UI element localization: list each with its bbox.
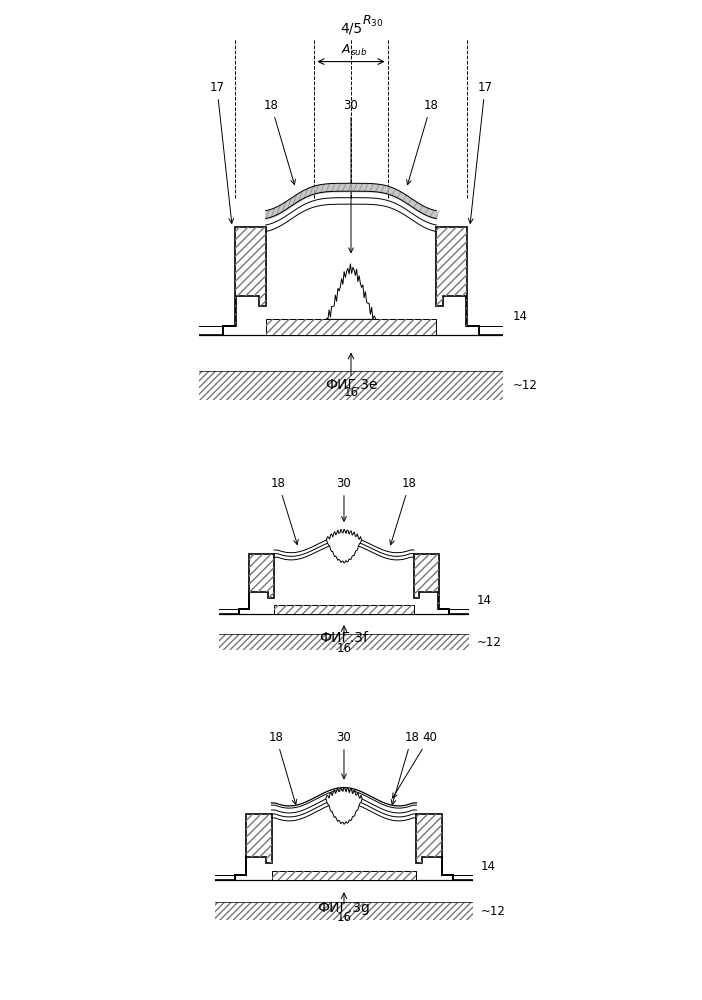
Bar [274,605,414,614]
Text: 17: 17 [468,81,493,223]
Bar [199,371,503,400]
Text: ФИГ.3f: ФИГ.3f [319,631,369,645]
Text: 30: 30 [336,477,352,521]
Bar [272,871,416,880]
Text: $R_{30}$: $R_{30}$ [362,14,383,29]
Polygon shape [436,227,479,335]
Polygon shape [416,814,453,880]
Text: 16: 16 [336,642,352,655]
Text: 30: 30 [336,731,352,779]
Text: ~12: ~12 [481,905,506,918]
Text: 30: 30 [343,99,359,253]
Text: $A_{sub}$: $A_{sub}$ [341,43,368,58]
Text: 18: 18 [391,731,419,805]
Bar [215,902,473,920]
Bar [266,319,436,335]
Text: 18: 18 [406,99,438,185]
Polygon shape [414,554,449,614]
Text: 16: 16 [343,386,359,399]
Text: ~12: ~12 [512,379,537,392]
Polygon shape [239,554,274,614]
Text: 18: 18 [390,477,417,545]
Text: ФИГ.3e: ФИГ.3e [325,378,377,392]
Text: 14: 14 [481,860,496,873]
Polygon shape [326,529,362,563]
Text: 14: 14 [477,594,491,607]
Bar [266,319,436,335]
Polygon shape [235,814,272,880]
Polygon shape [326,264,376,319]
Bar [274,605,414,614]
Text: 18: 18 [271,477,298,545]
Text: 18: 18 [264,99,296,184]
Text: 16: 16 [336,911,352,924]
Text: 18: 18 [269,731,297,804]
Text: 14: 14 [512,310,527,323]
Polygon shape [223,227,266,335]
Text: 17: 17 [209,81,234,223]
Polygon shape [326,787,362,824]
Text: ~12: ~12 [477,636,501,648]
Text: ФИГ.3g: ФИГ.3g [317,901,371,915]
Text: 40: 40 [392,731,437,798]
Bar [272,871,416,880]
Bar [219,634,469,650]
Text: 4/5: 4/5 [340,22,362,36]
